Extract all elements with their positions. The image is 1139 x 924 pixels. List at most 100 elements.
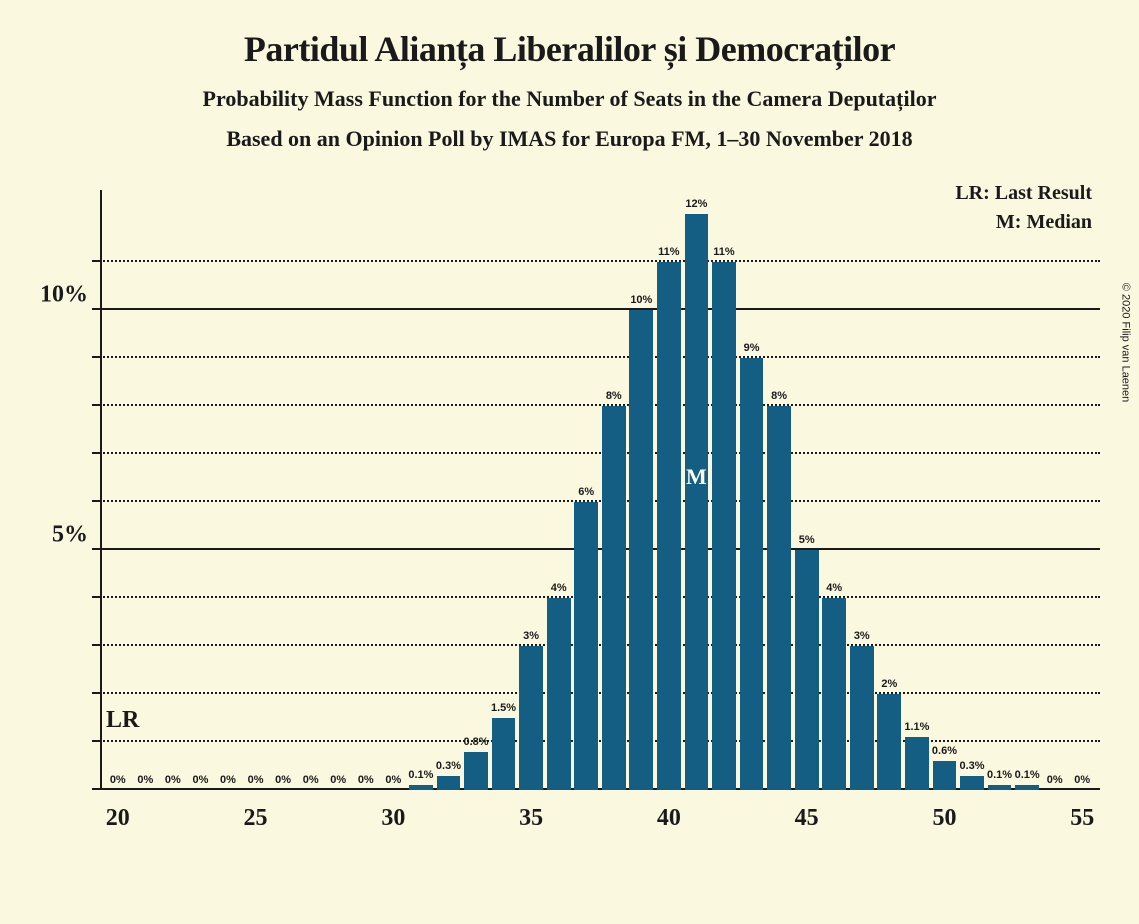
y-tick [92,452,100,454]
bar-value-label: 1.5% [491,702,516,714]
x-axis-label: 20 [106,805,130,832]
chart-subtitle-2: Based on an Opinion Poll by IMAS for Eur… [0,112,1139,152]
y-tick [92,548,100,550]
y-axis-label: 10% [40,282,88,309]
bar [822,598,846,790]
gridline [100,692,1100,694]
gridline [100,356,1100,358]
bar-value-label: 5% [799,534,815,546]
bar [960,776,984,790]
bar-value-label: 0% [275,774,291,786]
median-marker: M [686,464,707,490]
bar [464,752,488,790]
x-axis-label: 25 [244,805,268,832]
y-tick [92,404,100,406]
bar-value-label: 6% [578,486,594,498]
y-tick [92,596,100,598]
bar-value-label: 0% [137,774,153,786]
bar-value-label: 0.6% [932,745,957,757]
bar-value-label: 11% [713,246,734,258]
bar-value-label: 4% [826,582,842,594]
bar-value-label: 0.1% [1015,769,1040,781]
bar-value-label: 1.1% [904,721,929,733]
x-axis-label: 55 [1070,805,1094,832]
y-tick [92,308,100,310]
bar-value-label: 0% [1074,774,1090,786]
gridline [100,452,1100,454]
bar-value-label: 0% [165,774,181,786]
bar [519,646,543,790]
bar-value-label: 4% [551,582,567,594]
bar [740,358,764,790]
x-axis-label: 50 [932,805,956,832]
y-tick [92,260,100,262]
y-tick [92,692,100,694]
y-tick [92,644,100,646]
bar-value-label: 0% [192,774,208,786]
bar-value-label: 2% [881,678,897,690]
bar-value-label: 3% [854,630,870,642]
bar-value-label: 8% [606,390,622,402]
bar [574,502,598,790]
bar-value-label: 0% [110,774,126,786]
chart-plot-area: LR: Last Result M: Median 5%10%202530354… [100,190,1100,840]
y-tick [92,740,100,742]
chart-title: Partidul Alianța Liberalilor și Democraț… [0,0,1139,70]
bar-value-label: 0% [358,774,374,786]
bar [437,776,461,790]
gridline [100,404,1100,406]
gridline [100,308,1100,310]
gridline [100,500,1100,502]
bar-value-label: 0.8% [463,736,488,748]
y-axis-line [100,190,102,790]
bar-value-label: 10% [630,294,652,306]
x-axis-label: 30 [381,805,405,832]
bar-value-label: 0% [330,774,346,786]
x-axis-label: 45 [795,805,819,832]
y-tick [92,356,100,358]
bar-value-label: 0% [248,774,264,786]
bar-value-label: 9% [744,342,760,354]
gridline [100,644,1100,646]
bar [657,262,681,790]
bar [905,737,929,790]
x-axis-label: 40 [657,805,681,832]
bar-value-label: 0% [385,774,401,786]
bar [988,785,1012,790]
bar-value-label: 12% [685,198,707,210]
chart-subtitle-1: Probability Mass Function for the Number… [0,70,1139,112]
bar-value-label: 3% [523,630,539,642]
gridline [100,740,1100,742]
bar-value-label: 8% [771,390,787,402]
gridline [100,548,1100,550]
bar [767,406,791,790]
bar [850,646,874,790]
y-axis-label: 5% [52,522,88,549]
bar-value-label: 0% [303,774,319,786]
bar [933,761,957,790]
bar [1015,785,1039,790]
gridline [100,596,1100,598]
bar-value-label: 0.1% [987,769,1012,781]
bar-value-label: 0% [1047,774,1063,786]
bar [685,214,709,790]
y-tick [92,788,100,790]
bar [629,310,653,790]
bar-value-label: 0% [220,774,236,786]
copyright-text: © 2020 Filip van Laenen [1119,283,1131,402]
bar-value-label: 0.3% [436,760,461,772]
bar [602,406,626,790]
bar [547,598,571,790]
bar-value-label: 0.1% [408,769,433,781]
bar-value-label: 0.3% [959,760,984,772]
bar-value-label: 11% [658,246,679,258]
x-axis-label: 35 [519,805,543,832]
bar [409,785,433,790]
gridline [100,260,1100,262]
y-tick [92,500,100,502]
bar [712,262,736,790]
bar [795,550,819,790]
bar [492,718,516,790]
lr-marker: LR [106,707,139,734]
bar [877,694,901,790]
